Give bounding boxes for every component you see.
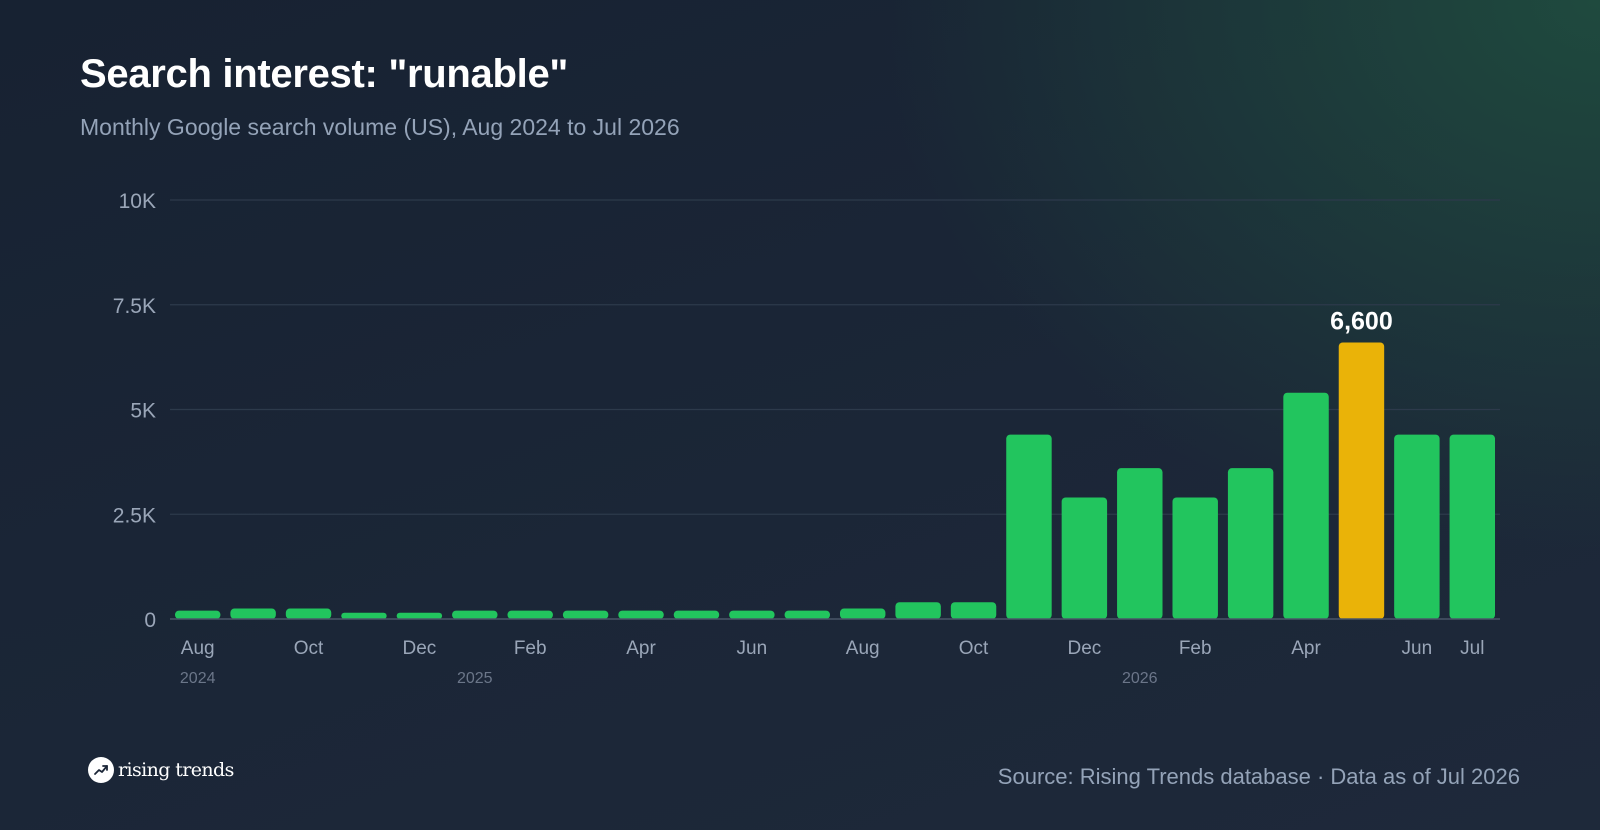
chart-title: Search interest: "runable" (80, 52, 569, 96)
x-tick-label: Dec (402, 638, 436, 659)
bar-chart: 0 2.5K 5K 7.5K 10K Aug Oct Dec Feb Apr Jun Aug Oct D… (113, 190, 1500, 687)
y-tick-label: 7.5K (113, 295, 156, 318)
bar (1061, 497, 1108, 619)
year-labels: 2024 2025 2026 (180, 670, 1158, 687)
bar (1172, 497, 1218, 619)
x-tick-label: Aug (846, 638, 880, 659)
x-tick-label: Jun (737, 638, 768, 659)
bar (452, 610, 498, 619)
x-tick-label: Jun (1402, 638, 1433, 659)
bar (784, 610, 831, 619)
bar-highlight (1338, 342, 1385, 619)
x-axis-ticks: Aug Oct Dec Feb Apr Jun Aug Oct Dec Feb Apr Jun Jul (181, 638, 1485, 659)
x-tick-label: Jul (1460, 638, 1484, 659)
peak-value-label: 6,600 (1330, 307, 1393, 335)
x-tick-label: Feb (1179, 638, 1212, 659)
bar (1449, 434, 1496, 619)
brand-name: rising trends (118, 759, 234, 781)
bar (396, 612, 443, 619)
x-tick-label: Aug (181, 638, 215, 659)
source-note: Source: Rising Trends database · Data as… (997, 764, 1520, 789)
x-tick-label: Oct (294, 638, 324, 659)
year-label: 2026 (1122, 670, 1158, 687)
bar (618, 610, 664, 619)
bar (230, 608, 276, 619)
y-tick-label: 10K (119, 190, 156, 213)
bar (673, 610, 720, 619)
x-tick-label: Feb (514, 638, 547, 659)
bar (1227, 468, 1274, 619)
year-label: 2024 (180, 670, 216, 687)
y-tick-label: 0 (144, 609, 156, 632)
bar (341, 612, 387, 619)
bars (174, 342, 1496, 619)
annotations: 6,600 (1330, 307, 1393, 335)
y-axis-ticks: 0 2.5K 5K 7.5K 10K (113, 190, 156, 632)
bar (950, 602, 997, 619)
bar (1117, 468, 1163, 619)
bar (174, 610, 221, 619)
chart-subtitle: Monthly Google search volume (US), Aug 2… (80, 114, 680, 140)
bar (839, 608, 886, 619)
bar (1283, 392, 1329, 619)
x-tick-label: Apr (626, 638, 656, 659)
bar (1006, 434, 1052, 619)
bar (507, 610, 553, 619)
bar (895, 602, 941, 619)
grid-lines (170, 199, 1500, 515)
bar (729, 610, 775, 619)
x-tick-label: Apr (1291, 638, 1321, 659)
x-tick-label: Dec (1067, 638, 1101, 659)
bar (562, 610, 609, 619)
brand-logo: rising trends (88, 757, 234, 783)
y-tick-label: 2.5K (113, 504, 156, 527)
trending-up-icon (88, 757, 114, 783)
y-tick-label: 5K (130, 400, 156, 423)
bar (285, 608, 332, 619)
x-tick-label: Oct (959, 638, 989, 659)
bar (1394, 434, 1440, 619)
year-label: 2025 (457, 670, 493, 687)
